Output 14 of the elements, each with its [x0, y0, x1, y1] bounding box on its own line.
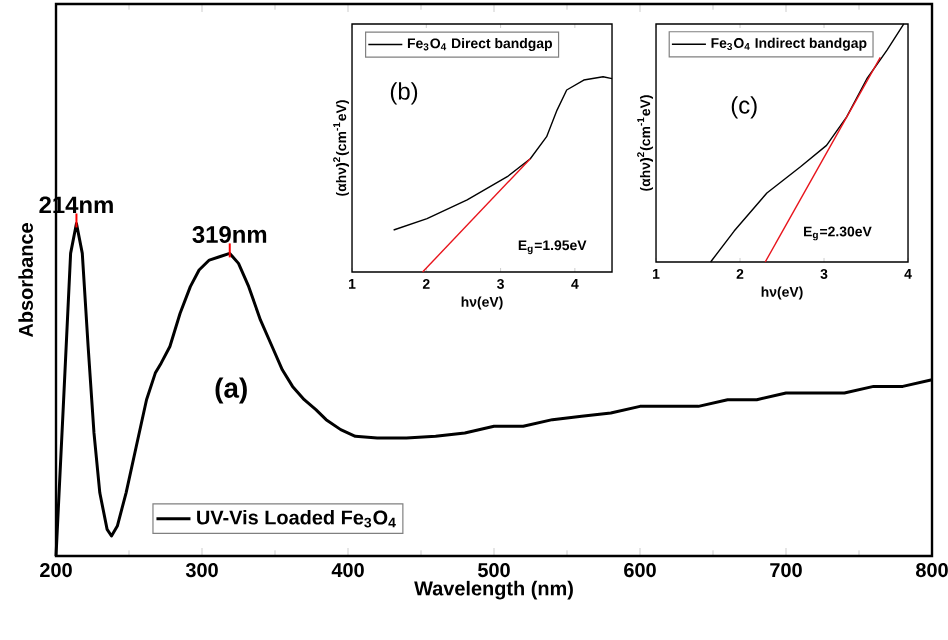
x-tick-label: 700 — [770, 563, 802, 578]
legend-label: UV-Vis Loaded Fe$_{3}$O$_{4}$ — [197, 509, 396, 528]
x-tick-label: 300 — [185, 563, 218, 578]
annotation: (a) — [215, 377, 247, 404]
x-tick-label: 500 — [478, 563, 510, 578]
x-axis-title: Wavelength (nm) — [414, 580, 573, 600]
x-tick-label: 600 — [624, 563, 656, 578]
annotation: 319nm — [192, 226, 267, 244]
annotation: (c) — [731, 96, 757, 119]
x-tick-label: 200 — [40, 563, 72, 578]
y-axis-title: Absorbance — [18, 223, 33, 338]
x-tick-label: 400 — [331, 563, 364, 578]
annotation: (b) — [390, 82, 418, 105]
x-tick-label: 800 — [916, 563, 948, 578]
